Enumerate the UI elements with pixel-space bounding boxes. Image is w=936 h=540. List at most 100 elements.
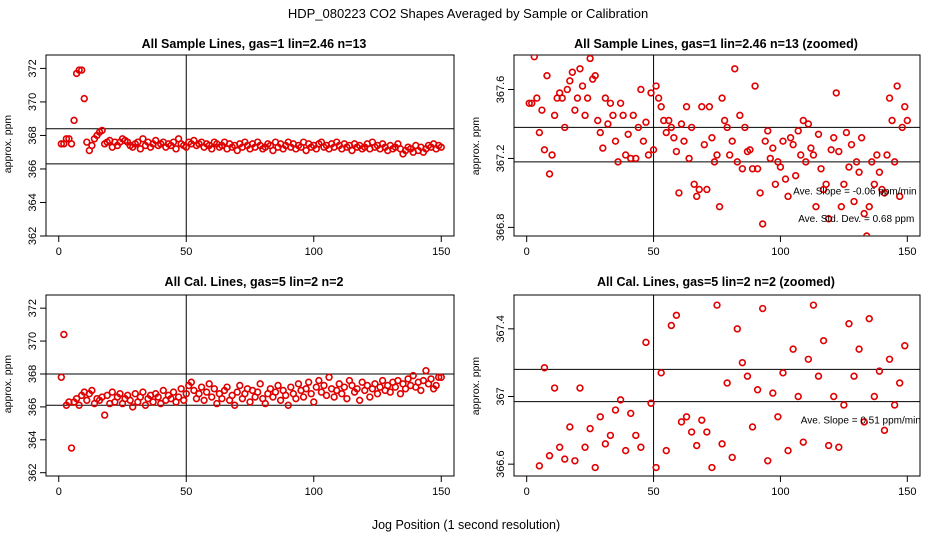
data-point	[312, 383, 320, 391]
data-point	[621, 151, 630, 159]
annotation-text: Ave. Slope = 0.51 ppm/min	[801, 416, 921, 427]
data-point	[819, 336, 828, 345]
data-point	[784, 446, 792, 455]
data-point	[654, 94, 663, 102]
panel-sample-lines-zoomed: All Sample Lines, gas=1 lin=2.46 n=13 (z…	[470, 37, 921, 258]
data-point	[261, 399, 269, 408]
data-point	[576, 384, 584, 392]
data-point	[284, 401, 292, 409]
data-point	[850, 372, 858, 380]
y-tick-label: 367.4	[495, 315, 507, 343]
data-point	[88, 141, 96, 150]
data-point	[231, 401, 239, 409]
data-point	[677, 418, 686, 426]
x-tick-label: 100	[305, 246, 323, 258]
panel-cal-lines: All Cal. Lines, gas=5 lin=2 n=2 approx. …	[2, 275, 455, 498]
data-point	[335, 380, 343, 388]
data-point	[642, 338, 650, 347]
x-tick-label: 100	[771, 486, 789, 498]
data-point	[802, 158, 810, 166]
data-point	[890, 401, 899, 409]
data-point	[784, 192, 792, 201]
data-point	[703, 185, 711, 194]
y-tick-label: 366	[27, 160, 39, 178]
data-point	[901, 342, 909, 350]
data-point	[835, 443, 843, 451]
data-point	[822, 180, 830, 188]
data-point	[190, 386, 198, 395]
data-point	[535, 128, 544, 137]
data-point	[708, 463, 716, 472]
data-point	[723, 123, 731, 132]
data-point	[888, 116, 896, 125]
data-point	[799, 116, 807, 125]
figure-title: HDP_080223 CO2 Shapes Averaged by Sample…	[288, 6, 648, 21]
data-point	[72, 394, 81, 403]
data-point	[180, 396, 188, 405]
data-point	[781, 175, 790, 183]
data-point	[850, 197, 858, 206]
data-point	[159, 386, 168, 395]
data-point	[743, 372, 752, 380]
x-tick-label: 50	[647, 246, 659, 258]
data-point	[779, 137, 787, 145]
data-point	[136, 145, 145, 153]
data-point	[809, 151, 818, 159]
data-point	[845, 320, 853, 328]
data-point	[276, 396, 285, 405]
data-point	[885, 355, 894, 363]
data-point	[746, 146, 754, 154]
data-point	[713, 301, 721, 309]
data-point	[550, 384, 559, 392]
data-point	[766, 154, 774, 163]
data-point	[427, 375, 435, 383]
data-point	[830, 392, 838, 401]
data-point	[139, 135, 147, 143]
data-point	[779, 369, 787, 377]
data-point	[561, 455, 569, 463]
data-point	[824, 441, 833, 450]
data-point	[692, 192, 701, 201]
data-point	[675, 189, 683, 197]
data-point	[213, 399, 221, 408]
x-tick-label: 100	[305, 486, 323, 498]
data-point	[804, 120, 813, 128]
data-point	[875, 367, 884, 375]
data-point	[725, 151, 734, 159]
data-point	[627, 409, 635, 418]
data-point	[409, 371, 417, 380]
data-points	[57, 330, 445, 452]
data-point	[566, 423, 574, 431]
y-tick-label: 366	[27, 398, 39, 416]
data-point	[223, 383, 231, 391]
data-point	[824, 215, 833, 223]
y-tick-label: 367.6	[495, 76, 507, 104]
data-point	[157, 399, 165, 408]
data-point	[167, 394, 175, 403]
data-point	[895, 379, 904, 387]
data-point	[885, 94, 894, 102]
data-points	[535, 301, 909, 472]
data-point	[644, 151, 653, 159]
annotation-text: Ave. Slope = -0.06 ppm/min	[793, 187, 917, 198]
data-point	[835, 147, 843, 156]
data-point	[845, 163, 853, 171]
data-point	[292, 394, 300, 403]
data-point	[432, 381, 440, 390]
data-point	[591, 463, 599, 472]
y-tick-label: 362	[27, 464, 39, 482]
data-point	[682, 103, 691, 111]
data-point	[738, 165, 747, 173]
data-point	[545, 452, 554, 460]
data-point	[60, 330, 68, 339]
data-point	[530, 55, 538, 61]
data-point	[873, 151, 881, 159]
data-point	[315, 376, 323, 385]
data-point	[70, 116, 78, 125]
data-point	[857, 134, 866, 142]
data-point	[817, 165, 825, 173]
y-tick-label: 366.8	[495, 214, 507, 242]
data-point	[322, 391, 331, 400]
data-point	[358, 378, 366, 386]
